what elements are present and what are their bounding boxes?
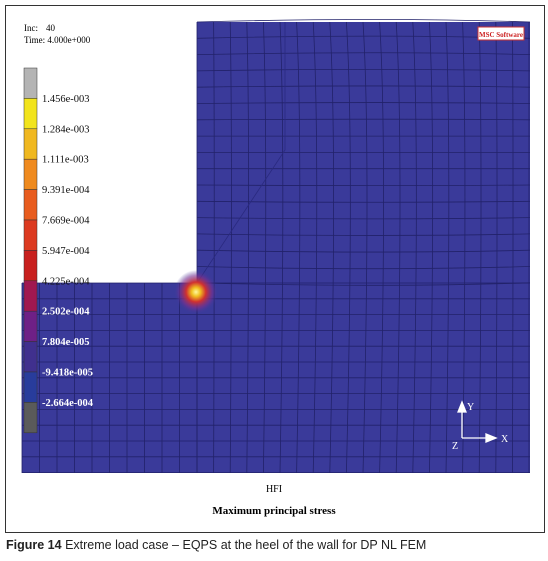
colorbar-label: 1.284e-003 (42, 124, 90, 135)
mesh-line (196, 68, 531, 72)
mesh-line (196, 217, 531, 220)
mesh-line (196, 266, 531, 270)
colorbar-segment (23, 98, 38, 130)
colorbar-label: 7.804e-005 (42, 337, 90, 348)
stress-hotspot (174, 270, 218, 314)
mesh-line (395, 21, 401, 474)
colorbar-label: 7.669e-004 (42, 216, 90, 227)
mesh-line (296, 21, 301, 474)
colorbar-label: 1.456e-003 (42, 94, 90, 105)
mesh-line (279, 21, 284, 474)
mesh-line (196, 233, 531, 236)
mesh-line (196, 118, 531, 121)
colorbar-label: 9.391e-004 (42, 185, 90, 196)
mesh-line (462, 21, 466, 474)
mesh-line (196, 282, 531, 286)
mesh-line (312, 21, 318, 474)
axis-triad (457, 400, 498, 443)
plot-subtitle: Maximum principal stress (212, 505, 336, 517)
mesh (21, 19, 531, 474)
colorbar-segment (23, 67, 38, 99)
mesh-line (196, 85, 531, 88)
colorbar-segment (23, 128, 38, 160)
mesh-line (412, 21, 417, 474)
axis-y: Y (467, 402, 474, 413)
logo-box (477, 26, 525, 41)
inc-label: Inc: 40 (24, 23, 56, 33)
caption-text: Extreme load case – EQPS at the heel of … (65, 538, 427, 552)
mesh-line (196, 184, 531, 187)
mesh-line (263, 21, 267, 474)
mesh-line (246, 21, 250, 474)
mesh-line (445, 21, 450, 474)
axis-z: Z (452, 441, 458, 452)
logo: MSC Software (479, 31, 523, 39)
plot-frame: 1.456e-003 1.284e-003 1.111e-003 9.391e-004… (5, 5, 545, 533)
mesh-line (196, 249, 531, 253)
colorbar-segment (23, 310, 38, 342)
plot-id: HFI (266, 484, 282, 495)
mesh-line (229, 21, 232, 474)
mesh-line (512, 21, 514, 474)
colorbar-label: 1.111e-003 (42, 155, 89, 166)
colorbar-segment (23, 280, 38, 312)
mesh-line (478, 21, 482, 474)
colorbar-segment (23, 189, 38, 221)
caption: Figure 14 Extreme load case – EQPS at th… (6, 538, 426, 552)
colorbar-label: 5.947e-004 (42, 246, 90, 257)
mesh-line (362, 21, 368, 474)
colorbar-segment (23, 371, 38, 403)
colorbar-segment (23, 250, 38, 282)
colorbar: 1.456e-003 1.284e-003 1.111e-003 9.391e-004… (23, 67, 94, 434)
colorbar-label: -9.418e-005 (42, 368, 93, 379)
colorbar-label: 2.502e-004 (42, 307, 90, 318)
colorbar-label: -2.664e-004 (42, 398, 94, 409)
colorbar-segment (23, 402, 38, 434)
mesh-line (379, 21, 384, 474)
caption-label: Figure 14 (6, 538, 62, 552)
axis-x: X (501, 434, 509, 445)
mesh-line (429, 21, 434, 474)
mesh-line (196, 52, 531, 55)
colorbar-segment (23, 219, 38, 251)
mesh-line (196, 22, 286, 284)
mesh-line (196, 102, 531, 104)
mesh-line (346, 21, 351, 474)
mesh-line (495, 21, 498, 474)
mesh-line (329, 21, 335, 474)
mesh-line (196, 19, 531, 23)
mesh-line (196, 200, 531, 203)
colorbar-segment (23, 341, 38, 373)
mesh-line (213, 21, 215, 474)
colorbar-label: 4.225e-004 (42, 276, 90, 287)
time: Time: 4.000e+000 (24, 35, 91, 45)
colorbar-segment (23, 158, 38, 190)
